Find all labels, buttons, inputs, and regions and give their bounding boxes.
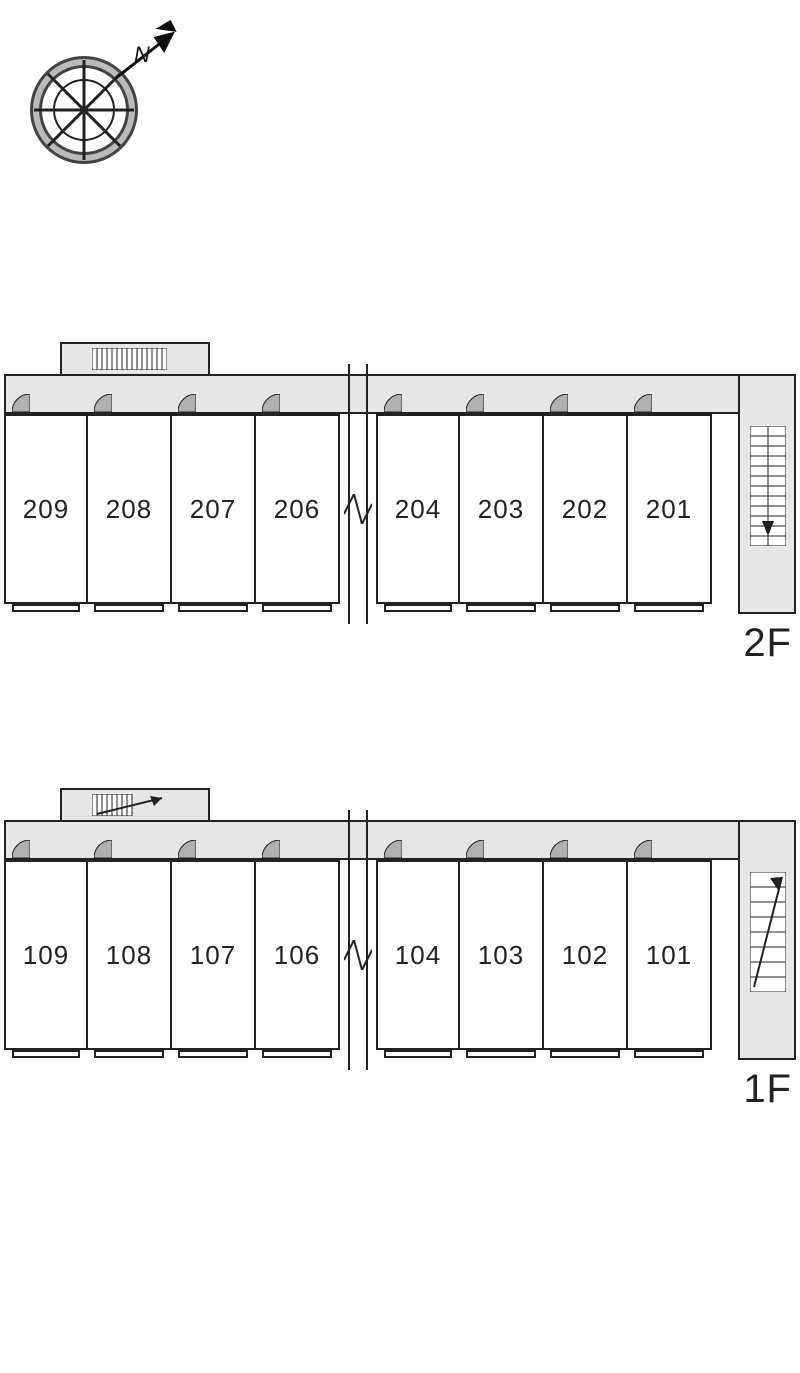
door-icon [634, 834, 652, 852]
floor-2f-plan: 209 208 207 206 [0, 374, 800, 614]
balcony-icon [262, 604, 332, 612]
unit-label: 106 [274, 940, 320, 971]
unit-label: 109 [23, 940, 69, 971]
unit-label: 107 [190, 940, 236, 971]
roof-tab-1f [60, 788, 210, 820]
balcony-icon [12, 604, 80, 612]
unit-label: 202 [562, 494, 608, 525]
door-icon [466, 834, 484, 852]
unit-label: 206 [274, 494, 320, 525]
unit-label: 108 [106, 940, 152, 971]
unit-label: 101 [646, 940, 692, 971]
balcony-icon [466, 604, 536, 612]
unit-103: 103 [460, 860, 544, 1050]
door-icon [550, 834, 568, 852]
door-icon [384, 388, 402, 406]
plan-break [340, 860, 376, 1050]
unit-label: 103 [478, 940, 524, 971]
compass-icon: N [24, 20, 184, 180]
unit-label: 201 [646, 494, 692, 525]
door-icon [178, 834, 196, 852]
stairs-icon [750, 872, 786, 992]
balcony-icon [94, 604, 164, 612]
units-row-1f: 109 108 107 106 [4, 860, 712, 1050]
unit-104: 104 [376, 860, 460, 1050]
unit-label: 102 [562, 940, 608, 971]
balcony-icon [94, 1050, 164, 1058]
stair-wing-1f [738, 820, 796, 1060]
unit-202: 202 [544, 414, 628, 604]
stairs-icon [92, 348, 167, 370]
balcony-icon [262, 1050, 332, 1058]
floor-label-2f: 2F [743, 621, 792, 666]
balcony-icon [550, 1050, 620, 1058]
unit-209: 209 [4, 414, 88, 604]
unit-207: 207 [172, 414, 256, 604]
floor-1f: 109 108 107 106 [0, 820, 800, 1060]
balcony-icon [634, 604, 704, 612]
unit-label: 208 [106, 494, 152, 525]
door-icon [262, 834, 280, 852]
balcony-icon [634, 1050, 704, 1058]
unit-label: 104 [395, 940, 441, 971]
stairs-icon [750, 426, 786, 546]
unit-206: 206 [256, 414, 340, 604]
door-icon [12, 834, 30, 852]
zigzag-icon [344, 494, 372, 524]
balcony-icon [384, 1050, 452, 1058]
door-icon [94, 834, 112, 852]
unit-109: 109 [4, 860, 88, 1050]
balcony-icon [466, 1050, 536, 1058]
balcony-icon [12, 1050, 80, 1058]
door-icon [550, 388, 568, 406]
unit-208: 208 [88, 414, 172, 604]
balcony-icon [178, 1050, 248, 1058]
plan-break [340, 414, 376, 604]
units-row-2f: 209 208 207 206 [4, 414, 712, 604]
door-icon [262, 388, 280, 406]
zigzag-icon [344, 940, 372, 970]
balcony-icon [178, 604, 248, 612]
unit-label: 203 [478, 494, 524, 525]
compass-n-label: N [134, 42, 150, 67]
floor-2f: 209 208 207 206 [0, 374, 800, 614]
unit-label: 207 [190, 494, 236, 525]
unit-101: 101 [628, 860, 712, 1050]
unit-108: 108 [88, 860, 172, 1050]
door-icon [634, 388, 652, 406]
unit-203: 203 [460, 414, 544, 604]
stairs-icon [92, 794, 167, 816]
unit-label: 204 [395, 494, 441, 525]
floor-1f-plan: 109 108 107 106 [0, 820, 800, 1060]
door-icon [178, 388, 196, 406]
unit-107: 107 [172, 860, 256, 1050]
door-icon [12, 388, 30, 406]
unit-106: 106 [256, 860, 340, 1050]
door-icon [384, 834, 402, 852]
unit-201: 201 [628, 414, 712, 604]
unit-label: 209 [23, 494, 69, 525]
unit-204: 204 [376, 414, 460, 604]
balcony-icon [550, 604, 620, 612]
roof-tab-2f [60, 342, 210, 374]
floor-label-1f: 1F [743, 1067, 792, 1112]
door-icon [466, 388, 484, 406]
unit-102: 102 [544, 860, 628, 1050]
door-icon [94, 388, 112, 406]
balcony-icon [384, 604, 452, 612]
stair-wing-2f [738, 374, 796, 614]
